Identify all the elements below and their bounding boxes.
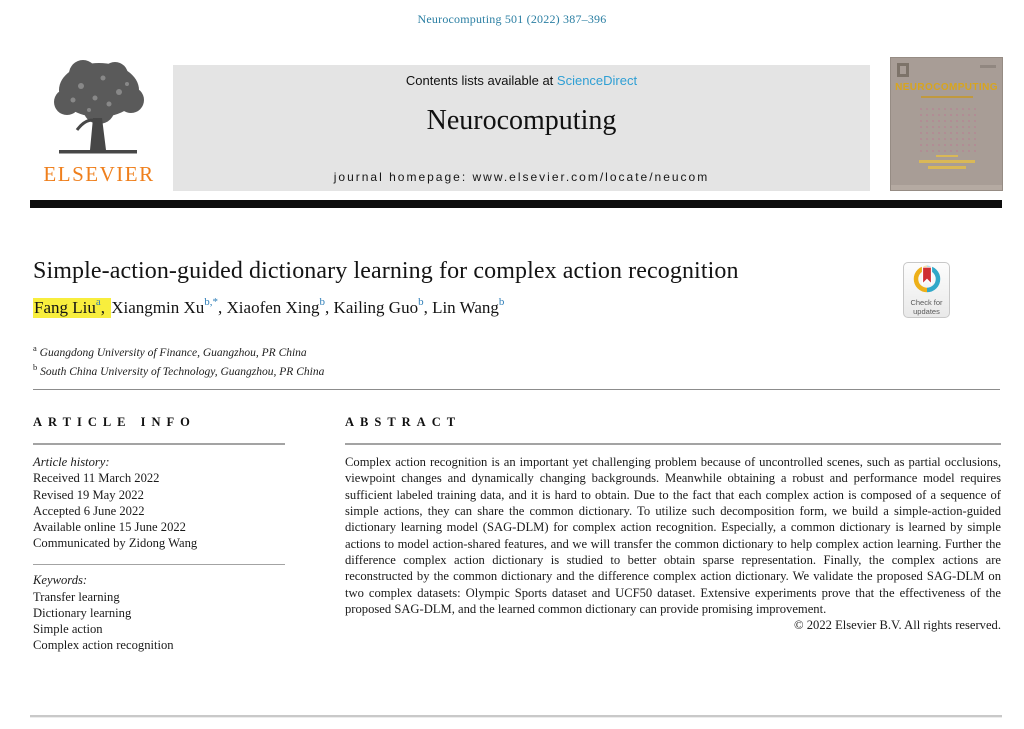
affiliation-text: South China University of Technology, Gu… xyxy=(40,366,325,379)
author: Xiangmin Xub,*, xyxy=(111,296,227,317)
author-affiliation-superscript: b xyxy=(498,296,505,308)
elsevier-logo: ELSEVIER xyxy=(24,56,174,194)
article-history-item: Available online 15 June 2022 xyxy=(33,520,186,535)
author-separator: , xyxy=(325,297,334,317)
author-affiliation-superscript: b xyxy=(418,296,424,308)
abstract-heading: ABSTRACT xyxy=(345,415,462,429)
journal-title: Neurocomputing xyxy=(426,105,617,136)
cover-journal-title: NEUROCOMPUTING xyxy=(895,82,998,93)
author-list: Fang Liua, Xiangmin Xub,*, Xiaofen Xingb… xyxy=(33,296,893,318)
cover-base-strip xyxy=(891,185,1002,190)
journal-cover-thumbnail[interactable]: NEUROCOMPUTING xyxy=(890,57,1003,191)
cover-subtitle-line xyxy=(920,96,973,98)
journal-homepage-link[interactable]: journal homepage: www.elsevier.com/locat… xyxy=(333,170,710,184)
sciencedirect-link[interactable]: ScienceDirect xyxy=(556,73,638,88)
affiliation-list: a Guangdong University of Finance, Guang… xyxy=(33,341,324,380)
affiliation-text: Guangdong University of Finance, Guangzh… xyxy=(39,346,307,359)
author-affiliation-superscript: a xyxy=(95,296,101,308)
keywords-list: Transfer learning Dictionary learning Simp… xyxy=(33,589,285,654)
article-history-item: Revised 19 May 2022 xyxy=(33,487,144,502)
check-for-updates-badge[interactable]: Check for updates xyxy=(903,262,950,318)
elsevier-tree-icon xyxy=(54,60,144,154)
author-name: Xiaofen Xing xyxy=(226,297,320,317)
cover-footer-line xyxy=(918,160,975,163)
author: Lin Wangb xyxy=(432,296,505,317)
copyright-line: © 2022 Elsevier B.V. All rights reserved… xyxy=(794,618,1001,633)
article-info-heading-rule xyxy=(33,443,285,445)
article-history-item: Communicated by Zidong Wang xyxy=(33,536,198,551)
author: Fang Liua, xyxy=(33,296,112,318)
author-name: Kailing Guo xyxy=(333,297,419,317)
author: Kailing Guob, xyxy=(333,296,433,317)
article-history-item: Accepted 6 June 2022 xyxy=(33,503,145,518)
keyword-item: Complex action recognition xyxy=(33,638,174,653)
contents-line: Contents lists available at ScienceDirec… xyxy=(173,73,870,88)
cover-elsevier-mini-logo-icon xyxy=(897,63,909,77)
keyword-item: Dictionary learning xyxy=(33,605,132,620)
keywords-divider-rule xyxy=(33,563,285,566)
check-badge-label: Check for updates xyxy=(910,298,943,316)
header-divider-bar xyxy=(30,200,1002,208)
article-history-item: Received 11 March 2022 xyxy=(33,471,160,486)
abstract-heading-rule xyxy=(345,443,1001,445)
author-name: Fang Liu xyxy=(34,297,96,317)
article-title: Simple-action-guided dictionary learning… xyxy=(33,258,739,284)
keyword-item: Transfer learning xyxy=(33,589,120,604)
affiliation: b South China University of Technology, … xyxy=(33,360,324,379)
article-info-heading: ARTICLE INFO xyxy=(33,415,196,429)
author-name: Xiangmin Xu xyxy=(111,297,205,317)
contents-prefix: Contents lists available at xyxy=(405,73,557,88)
article-info-column: ARTICLE INFO Article history: Received 1… xyxy=(33,415,285,654)
article-history-label: Article history: xyxy=(33,455,110,469)
author-separator: , xyxy=(100,297,110,317)
keyword-item: Simple action xyxy=(33,622,103,637)
author-affiliation-superscript: b xyxy=(319,296,326,308)
article-history-list: Received 11 March 2022 Revised 19 May 202… xyxy=(33,470,285,551)
cover-footer-line xyxy=(927,166,966,169)
cover-dot-pattern xyxy=(917,106,976,152)
affiliation: a Guangdong University of Finance, Guang… xyxy=(33,341,324,360)
author-affiliation-superscript: b,* xyxy=(204,296,219,308)
author: Xiaofen Xingb, xyxy=(226,296,334,317)
cover-corner-mark xyxy=(980,65,996,68)
affiliation-superscript: b xyxy=(33,362,38,373)
author-separator: , xyxy=(218,297,227,317)
author-separator: , xyxy=(423,297,433,317)
elsevier-wordmark: ELSEVIER xyxy=(43,162,155,186)
journal-banner: Contents lists available at ScienceDirec… xyxy=(173,65,870,191)
abstract-column: ABSTRACT Complex action recognition is a… xyxy=(345,415,1001,634)
keywords-label: Keywords: xyxy=(33,573,88,588)
crossmark-icon xyxy=(913,265,940,293)
journal-citation: Neurocomputing 501 (2022) 387–396 xyxy=(417,12,607,26)
abstract-text: Complex action recognition is an importa… xyxy=(345,455,1001,617)
author-name: Lin Wang xyxy=(432,297,499,317)
page-bottom-rule xyxy=(30,715,1002,717)
affiliation-superscript: a xyxy=(33,343,37,353)
cover-footer-line xyxy=(935,155,958,157)
section-divider-rule xyxy=(33,389,1000,390)
